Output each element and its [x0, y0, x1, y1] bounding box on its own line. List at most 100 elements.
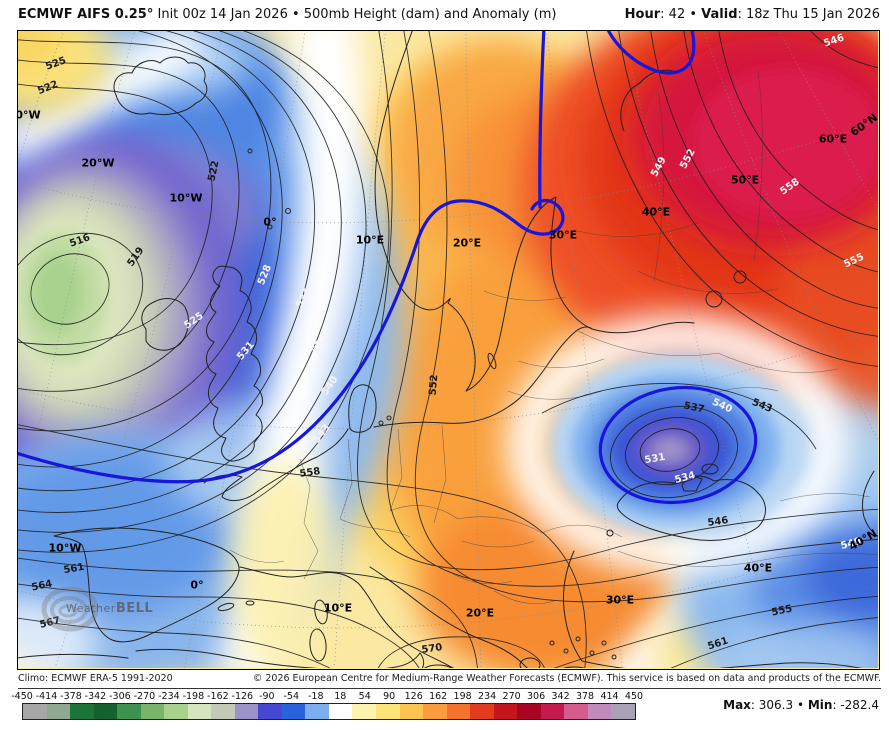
- geo-label: 20°E: [452, 236, 482, 250]
- graticule: [18, 31, 878, 668]
- colorbar-tick: 54: [358, 691, 371, 702]
- weatherbell-swirl-icon: [41, 586, 99, 632]
- contour-label-546: 546: [706, 515, 730, 529]
- colorbar-tick: -234: [158, 691, 180, 702]
- contour-label-522: 522: [206, 159, 222, 183]
- map-frame: 516 519 522 522 525 525 528 531 534 537 540 543 552 5…: [17, 30, 880, 670]
- contour-label-519: 519: [125, 245, 147, 269]
- colorbar-cell: [93, 704, 118, 719]
- colorbar-cell: [23, 704, 47, 719]
- geo-label: 60°N: [847, 111, 880, 139]
- geo-label: 10°E: [323, 601, 353, 615]
- contour-label-534: 534: [294, 286, 314, 310]
- max-label: Max: [723, 698, 751, 712]
- climo-note: Climo: ECMWF ERA-5 1991-2020: [18, 673, 173, 684]
- contour-label-540: 540: [319, 374, 341, 398]
- colorbar-tick: -270: [133, 691, 156, 702]
- contour-label-537: 537: [682, 400, 706, 416]
- contour-label-531: 531: [235, 339, 257, 363]
- min-label: Min: [807, 698, 833, 712]
- colorbar-cell: [187, 704, 212, 719]
- geo-label: 0°: [263, 215, 277, 229]
- colorbar-cell: [587, 704, 612, 719]
- colorbar-cell: [399, 704, 424, 719]
- contour-label-543: 543: [750, 396, 774, 416]
- anomaly-colorbar: -450 -414 -378 -342 -306 -270 -234 -198 -162 -126…: [11, 690, 645, 726]
- max-min-readout: Max: 306.3 • Min: -282.4: [723, 698, 879, 712]
- contour-label-525: 525: [182, 310, 206, 332]
- model-name: ECMWF AIFS 0.25°: [18, 7, 154, 22]
- colorbar-tick: -162: [207, 691, 229, 702]
- contour-label-516: 516: [68, 232, 92, 250]
- header-bar: ECMWF AIFS 0.25° Init 00z 14 Jan 2026 • …: [0, 0, 889, 30]
- contour-label-531: 531: [643, 451, 667, 467]
- title-detail: Init 00z 14 Jan 2026 • 500mb Height (dam…: [153, 7, 557, 22]
- colorbar-tick: 270: [502, 691, 521, 702]
- map-svg: [18, 31, 878, 668]
- colorbar-cell: [564, 704, 588, 719]
- colorbar-tick: -342: [84, 691, 107, 702]
- colorbar-cell: [446, 704, 471, 719]
- colorbar-cell: [258, 704, 282, 719]
- colorbar-tick: 342: [551, 691, 570, 702]
- min-value: -282.4: [840, 698, 879, 712]
- colorbar-tick: 450: [624, 691, 644, 702]
- contour-label-525: 525: [44, 55, 68, 73]
- geo-label: 10°E: [355, 233, 385, 247]
- colorbar-cell: [140, 704, 165, 719]
- contour-label-543: 543: [311, 422, 333, 446]
- contour-label-552: 552: [427, 374, 441, 396]
- colorbar-tick: -306: [109, 691, 131, 702]
- geo-label: 40°E: [641, 205, 671, 219]
- colorbar-tick: 414: [600, 691, 619, 702]
- geo-label: 10°W: [48, 541, 82, 555]
- valid-label: Valid: [701, 7, 738, 22]
- colorbar-cell: [211, 704, 235, 719]
- geo-label: 20°W: [81, 156, 115, 170]
- contour-label-549: 549: [649, 155, 669, 179]
- colorbar-cell: [611, 704, 635, 719]
- weatherbell-text: WeatherBELL: [66, 601, 154, 616]
- colorbar-cell: [328, 704, 353, 719]
- geo-label: 60°E: [818, 132, 848, 146]
- hour-value: 42: [668, 7, 686, 22]
- max-value: 306.3: [758, 698, 794, 712]
- geo-label: 40°N: [846, 526, 880, 554]
- contour-label-546: 546: [822, 32, 846, 50]
- colorbar-cell: [117, 704, 141, 719]
- contour-label-561: 561: [62, 561, 86, 577]
- colorbar-cell: [164, 704, 188, 719]
- colorbar-cell: [46, 704, 71, 719]
- colorbar-tick: -90: [259, 691, 275, 702]
- contour-label-558: 558: [778, 176, 802, 198]
- copyright-note: © 2026 European Centre for Medium-Range …: [252, 673, 881, 684]
- contour-label-522: 522: [36, 78, 60, 98]
- colorbar-cell: [305, 704, 329, 719]
- hour-valid: Hour: 42 • Valid: 18z Thu 15 Jan 2026: [624, 7, 880, 22]
- geo-label: 30°E: [548, 228, 578, 242]
- colorbar-tick: -198: [182, 691, 205, 702]
- colorbar-cell: [70, 704, 94, 719]
- geo-label: 40°E: [743, 561, 773, 575]
- contour-label-552: 552: [678, 147, 698, 171]
- colorbar-cell: [493, 704, 518, 719]
- colorbar-cell: [352, 704, 376, 719]
- colorbar-tick: -450: [11, 691, 33, 702]
- footer-divider: [18, 688, 881, 689]
- contour-label-534: 534: [673, 469, 697, 487]
- colorbar-cell: [375, 704, 400, 719]
- colorbar-tick: -54: [283, 691, 300, 702]
- blue-540-contour: [18, 31, 758, 505]
- colorbar-tick: 162: [429, 691, 448, 702]
- colorbar-tick: 18: [334, 691, 347, 702]
- geo-label: 30°E: [605, 593, 635, 607]
- colorbar-cell: [470, 704, 494, 719]
- colorbar-cell: [234, 704, 259, 719]
- colorbar-cells: [22, 703, 636, 720]
- contour-label-555: 555: [842, 251, 866, 271]
- colorbar-tick: 198: [453, 691, 472, 702]
- colorbar-tick: 378: [575, 691, 595, 702]
- anomaly-field: [18, 31, 878, 668]
- contour-label-555: 555: [770, 603, 794, 619]
